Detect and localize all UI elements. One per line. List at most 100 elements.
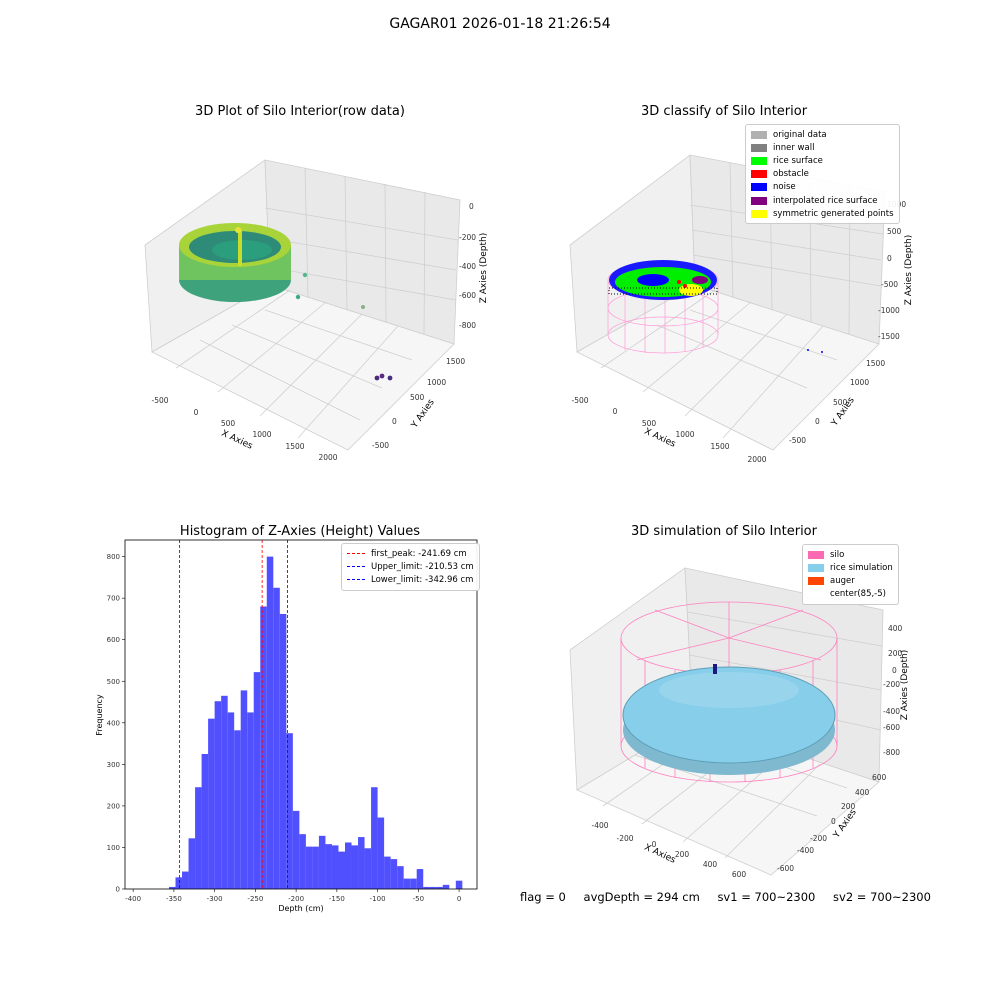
- x-tick-label: -400: [125, 895, 141, 903]
- histogram-chart: -400 -350 -300 -250 -200 -150 -100 -50 0 0 100 200…: [95, 539, 478, 913]
- panel1-ztick: -400: [459, 262, 476, 271]
- histogram-ylabel: Frequency: [95, 694, 104, 736]
- histogram-bar: [397, 866, 404, 889]
- legend-entry: auger: [808, 574, 893, 587]
- histogram-bar: [305, 846, 313, 889]
- panel4-xtick: 0: [652, 840, 657, 849]
- panel4-ytick: 0: [831, 817, 836, 826]
- legend-entry: interpolated rice surface: [751, 194, 894, 207]
- legend-entry: inner wall: [751, 141, 894, 154]
- histogram-bar: [318, 835, 326, 889]
- panel4-ytick: -200: [810, 834, 827, 843]
- histogram-bar: [377, 817, 385, 889]
- panel2-floor-pane: [576, 284, 880, 451]
- panel2-ztick: 500: [887, 227, 902, 236]
- histogram-bar: [240, 690, 248, 889]
- histogram-bar: [390, 859, 398, 889]
- x-tick-label: -150: [329, 895, 345, 903]
- histogram-bars: [169, 556, 463, 889]
- status-line: flag = 0 avgDepth = 294 cm sv1 = 700~230…: [520, 890, 945, 904]
- histogram-bar: [169, 886, 176, 889]
- histogram-frame: [124, 539, 478, 890]
- panel1-xtick: 1000: [252, 430, 271, 439]
- panel4-ztick: -800: [883, 748, 900, 757]
- histogram-bar: [247, 712, 254, 889]
- panel2-ytick: 1000: [850, 378, 869, 387]
- legend-entry: center(85,-5): [808, 588, 893, 601]
- panel1-ztick: 0: [469, 202, 474, 211]
- histogram-bar: [410, 878, 417, 889]
- legend-swatch: [751, 143, 767, 152]
- panel4-xtick: 600: [732, 870, 747, 879]
- panel2-classified-points: [608, 260, 823, 353]
- panel1-zlabel: Z Axies (Depth): [479, 233, 489, 304]
- sv1-text: sv1 = 700~2300: [717, 890, 816, 904]
- histogram-bar: [234, 730, 241, 889]
- histogram-bar: [188, 838, 196, 889]
- x-tick-label: 0: [457, 895, 461, 903]
- legend-label: first_peak: -241.69 cm: [371, 548, 467, 559]
- histogram-bar: [345, 842, 352, 889]
- legend-line: [347, 553, 365, 555]
- histogram-bar: [384, 856, 391, 889]
- panel4-ytick: 200: [841, 802, 856, 811]
- y-tick-label: 600: [107, 636, 120, 644]
- histogram-bar: [201, 753, 209, 889]
- histogram-bar: [429, 886, 437, 889]
- histogram-bar: [358, 837, 365, 889]
- panel2-xlabel: X Axies: [643, 427, 678, 450]
- panel4-ytick: -400: [797, 846, 814, 855]
- panel4-xtick: 200: [675, 850, 690, 859]
- histogram-reference-lines: [179, 540, 288, 889]
- panel1-ytick: 1000: [427, 378, 446, 387]
- panel2-xtick: -500: [571, 396, 588, 405]
- histogram-bar: [214, 701, 222, 889]
- histogram-bar: [371, 787, 378, 889]
- panel1-ztick: -200: [459, 233, 476, 242]
- histogram-bar: [260, 606, 267, 889]
- panel4-xtick: 400: [703, 860, 718, 869]
- panel1-xtick: 0: [194, 408, 199, 417]
- histogram-legend: first_peak: -241.69 cm Upper_limit: -210…: [341, 543, 480, 591]
- panel4-ytick: 600: [872, 773, 887, 782]
- panel1-xtick: 500: [221, 419, 236, 428]
- x-tick-label: -250: [247, 895, 263, 903]
- histogram-bar: [331, 845, 339, 889]
- panel1-xlabel: X Axies: [220, 429, 255, 452]
- panel4-xtick: -400: [591, 821, 608, 830]
- panel1-ztick: -800: [459, 321, 476, 330]
- legend-entry: noise: [751, 181, 894, 194]
- panel1-point-cloud: [179, 223, 393, 381]
- panel2-ytick: 500: [833, 398, 848, 407]
- legend-swatch: [751, 209, 767, 218]
- panel2-ztick: -1500: [878, 332, 900, 341]
- legend-swatch: [751, 183, 767, 192]
- histogram-bar: [279, 613, 287, 889]
- histogram-bar: [403, 878, 411, 889]
- panel4-xtick: -200: [616, 834, 633, 843]
- histogram-bar: [175, 877, 183, 889]
- legend-swatch: [808, 550, 824, 559]
- legend-swatch: [751, 130, 767, 139]
- histogram-y-ticks: 0 100 200 300 400 500 600 700 800: [107, 553, 125, 894]
- y-tick-label: 0: [116, 886, 120, 894]
- panel4-rice-surface: [622, 666, 836, 775]
- y-tick-label: 700: [107, 595, 120, 603]
- panel4-ztick: -200: [883, 680, 900, 689]
- legend-entry: rice surface: [751, 154, 894, 167]
- panel3-title: Histogram of Z-Axies (Height) Values: [179, 524, 421, 539]
- panel4-3d-plot: -400 -200 0 200 400 600 -600 -400 -200 0…: [569, 567, 910, 879]
- legend-label: noise: [773, 182, 796, 193]
- panel1-xtick: -500: [151, 396, 168, 405]
- panel2-xtick: 1000: [675, 430, 694, 439]
- legend-label: original data: [773, 129, 827, 140]
- histogram-bar: [273, 587, 280, 889]
- y-tick-label: 100: [107, 844, 120, 852]
- legend-entry: Lower_limit: -342.96 cm: [347, 573, 474, 586]
- panel1-floor-pane: [151, 284, 455, 451]
- panel4-ztick: 200: [888, 649, 903, 658]
- legend-swatch: [808, 590, 824, 599]
- y-tick-label: 500: [107, 678, 120, 686]
- panel2-title: 3D classify of Silo Interior: [640, 104, 808, 119]
- panel1-ytick: -500: [372, 441, 389, 450]
